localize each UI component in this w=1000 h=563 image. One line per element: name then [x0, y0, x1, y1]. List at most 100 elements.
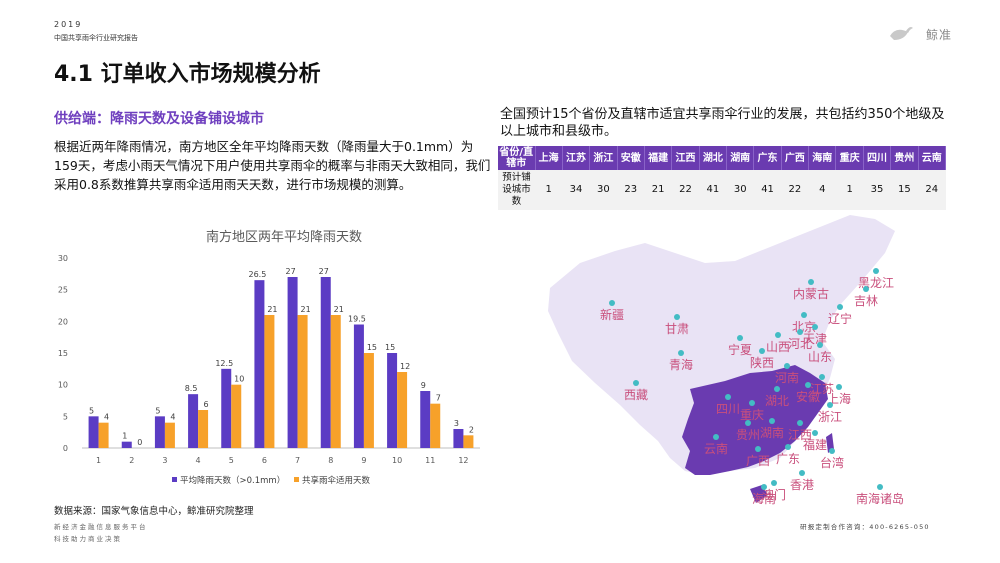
city-marker-icon: [837, 304, 843, 310]
table-city-count: 1: [835, 170, 864, 210]
data-label: 12.5: [215, 359, 233, 368]
x-tick-label: 1: [96, 456, 101, 465]
x-tick-label: 7: [295, 456, 300, 465]
x-tick-label: 11: [425, 456, 435, 465]
table-province-header: 湖南: [726, 146, 755, 170]
table-province-header: 湖北: [699, 146, 728, 170]
report-year: 2019: [54, 20, 83, 29]
legend-label: 平均降雨天数（>0.1mm）: [180, 475, 285, 486]
bar-rain-days: [453, 429, 464, 448]
x-tick-label: 12: [458, 456, 468, 465]
bar-rain-days: [387, 353, 398, 448]
section-subtitle: 供给端：降雨天数及设备铺设城市: [54, 111, 264, 127]
city-marker-icon: [836, 384, 842, 390]
city-marker-icon: [633, 380, 639, 386]
map-province-label: 江西: [788, 428, 812, 442]
table-city-count: 30: [726, 170, 754, 210]
y-tick-label: 20: [58, 317, 68, 326]
city-marker-icon: [755, 446, 761, 452]
city-marker-icon: [713, 434, 719, 440]
city-marker-icon: [775, 332, 781, 338]
map-province-label: 湖北: [765, 393, 789, 408]
map-province-label: 南海诸岛: [856, 491, 904, 506]
data-label: 12: [400, 362, 410, 371]
table-province-header: 海南: [808, 146, 837, 170]
x-tick-label: 8: [328, 456, 333, 465]
bar-umbrella-days: [397, 372, 408, 448]
city-marker-icon: [873, 268, 879, 274]
map-province-label: 新疆: [600, 307, 624, 322]
x-tick-label: 4: [196, 456, 201, 465]
table-city-count: 24: [918, 170, 946, 210]
map-province-label: 安徽: [796, 389, 820, 404]
city-marker-icon: [801, 312, 807, 318]
table-province-header: 四川: [863, 146, 892, 170]
data-label: 21: [267, 305, 277, 314]
data-label: 27: [285, 267, 295, 276]
rain-days-bar-chart: 南方地区两年平均降雨天数 0510152025305411025438.5641…: [58, 229, 480, 486]
data-label: 21: [334, 305, 344, 314]
legend-swatch: [294, 477, 299, 482]
map-province-label: 台湾: [820, 455, 844, 470]
bar-umbrella-days: [264, 315, 275, 448]
map-province-label: 重庆: [740, 408, 764, 422]
x-tick-label: 5: [229, 456, 234, 465]
data-label: 15: [367, 343, 377, 352]
y-tick-label: 0: [63, 444, 68, 453]
legend-label: 共享雨伞适用天数: [302, 475, 371, 486]
map-province-label: 香港: [790, 478, 814, 492]
map-province-label: 浙江: [818, 410, 842, 424]
table-city-count: 23: [617, 170, 645, 210]
data-source: 数据来源：国家气象信息中心，鲸准研究院整理: [54, 506, 254, 517]
table-city-count: 21: [644, 170, 672, 210]
map-province-label: 陕西: [750, 355, 774, 370]
map-province-label: 广西: [746, 454, 770, 468]
city-marker-icon: [812, 324, 818, 330]
bar-rain-days: [221, 368, 232, 448]
bar-rain-days: [154, 416, 165, 448]
brand-name: 鲸准: [926, 28, 953, 42]
y-tick-label: 5: [63, 412, 68, 421]
bar-umbrella-days: [98, 422, 109, 448]
map-province-label: 山西: [766, 340, 790, 354]
map-province-label: 上海: [827, 391, 851, 406]
city-marker-icon: [863, 286, 869, 292]
table-city-count: 41: [753, 170, 782, 210]
map-province-label: 湖南: [760, 425, 784, 440]
bar-umbrella-days: [330, 315, 341, 448]
table-city-count: 1: [535, 170, 563, 210]
footer-tagline-1: 新经济金融信息服务平台: [54, 523, 148, 531]
map-province-label: 福建: [803, 437, 827, 452]
map-province-label: 海南: [752, 491, 776, 506]
data-label: 5: [89, 406, 94, 415]
city-marker-icon: [799, 470, 805, 476]
map-province-label: 云南: [704, 441, 728, 456]
south-highlight-region: [682, 365, 828, 475]
map-province-label: 青海: [669, 357, 693, 372]
table-city-count: 22: [671, 170, 700, 210]
table-province-header: 上海: [535, 146, 563, 170]
city-marker-icon: [808, 279, 814, 285]
table-row-label: 预计铺设城市数: [498, 170, 535, 210]
bar-rain-days: [287, 277, 298, 448]
data-label: 26.5: [249, 270, 267, 279]
bar-rain-days: [353, 324, 364, 448]
whale-logo-icon: [890, 27, 913, 40]
table-province-header: 福建: [644, 146, 673, 170]
data-label: 9: [421, 381, 426, 390]
data-label: 10: [234, 375, 244, 384]
consult-hotline: 研报定制合作咨询：400-6265-050: [800, 523, 930, 531]
x-tick-label: 6: [262, 456, 267, 465]
x-tick-label: 10: [392, 456, 402, 465]
map-province-label: 澳门: [762, 487, 786, 502]
city-marker-icon: [769, 418, 775, 424]
description-paragraph: 根据近两年降雨情况，南方地区全年平均降雨天数（降雨量大于0.1mm）为159天，…: [54, 139, 491, 192]
map-province-label: 辽宁: [828, 311, 852, 326]
bar-umbrella-days: [164, 422, 175, 448]
table-province-header: 广东: [753, 146, 782, 170]
data-label: 5: [155, 406, 160, 415]
bar-umbrella-days: [430, 403, 441, 448]
data-label: 19.5: [348, 315, 366, 324]
table-province-header: 浙江: [589, 146, 618, 170]
